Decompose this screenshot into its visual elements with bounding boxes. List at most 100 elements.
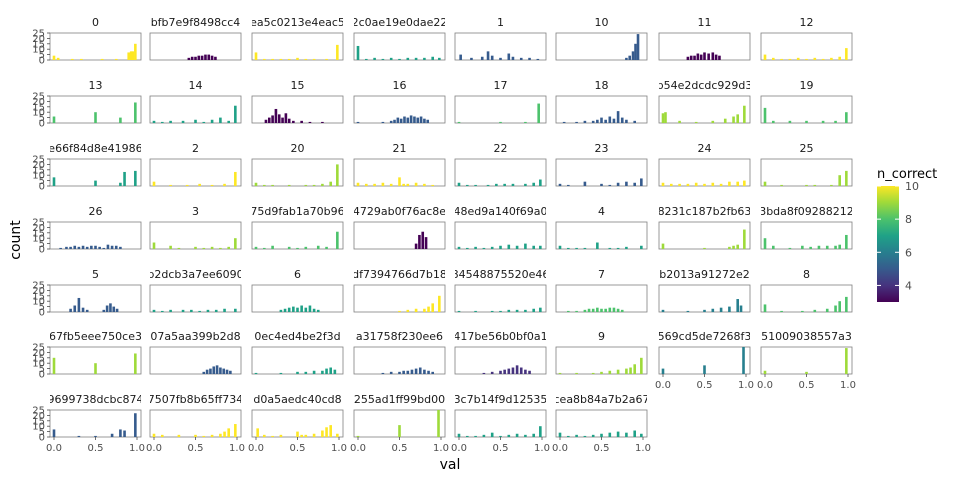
y-tick-label: 10 — [32, 422, 45, 433]
y-tick-label: 5 — [39, 113, 45, 124]
histogram-bar — [532, 308, 535, 312]
x-tick-label: 0.5 — [799, 380, 815, 391]
facet-panel: 3bda8f09288212 — [760, 205, 853, 250]
histogram-bar — [119, 429, 122, 437]
histogram-bar — [805, 371, 808, 374]
facet-strip-label: d0a5aedc40cd8 — [253, 393, 341, 406]
histogram-bar — [423, 183, 426, 186]
y-tick-label: 0 — [39, 308, 45, 319]
histogram-bar — [515, 433, 519, 437]
histogram-bar — [718, 55, 721, 60]
histogram-bar — [696, 53, 700, 60]
histogram-bar — [703, 309, 706, 312]
panel-background — [251, 158, 344, 187]
histogram-bar — [482, 434, 486, 437]
histogram-bar — [424, 237, 428, 249]
facet-strip-label: 6 — [294, 268, 301, 281]
histogram-bar — [466, 247, 469, 249]
histogram-bar — [490, 371, 494, 374]
histogram-bar — [210, 55, 214, 60]
histogram-bar — [329, 425, 332, 437]
histogram-bar — [583, 181, 587, 186]
histogram-bar — [356, 435, 360, 437]
histogram-bar — [474, 184, 477, 186]
histogram-bar — [780, 310, 783, 312]
histogram-bar — [600, 371, 603, 374]
histogram-bar — [406, 183, 410, 186]
histogram-bar — [625, 119, 628, 123]
histogram-bar — [558, 432, 562, 437]
x-tick-label: 1.0 — [129, 443, 145, 454]
histogram-bar — [608, 370, 612, 374]
facet-strip-label: 0ec4ed4be2f3d — [254, 330, 340, 343]
histogram-bar — [707, 53, 710, 60]
histogram-bar — [743, 105, 746, 123]
panel-background — [760, 221, 853, 250]
histogram-bar — [616, 431, 620, 437]
facet-strip-label: 16 — [393, 79, 407, 92]
facet-panel: 417be56b0bf0a1 — [454, 330, 547, 375]
histogram-bar — [474, 246, 477, 249]
histogram-bar — [398, 371, 401, 374]
facet-strip-label: 3c7b14f9d12535 — [454, 393, 548, 406]
histogram-bar — [279, 58, 283, 60]
facet-panel: 14 — [149, 79, 242, 124]
histogram-bar — [736, 299, 739, 312]
histogram-bar — [263, 184, 266, 186]
histogram-bar — [308, 121, 312, 123]
histogram-bar — [805, 58, 808, 60]
histogram-bar — [591, 120, 595, 123]
y-tick-label: 5 — [39, 302, 45, 313]
histogram-bar — [431, 56, 434, 60]
facet-strip-label: 0 — [92, 16, 99, 29]
facet-panel: a31758f230ee6 — [353, 330, 446, 375]
y-tick-label: 20 — [32, 223, 45, 234]
facet-panel: 255ad1ff99bd00 0.0 0.5 1.0 — [350, 393, 449, 454]
histogram-bar — [587, 308, 591, 312]
panel-background — [555, 221, 648, 250]
histogram-bar — [356, 45, 360, 60]
histogram-bar — [830, 184, 833, 186]
facet-panel: cea8b84a7b2a67 0.0 0.5 1.0 — [552, 393, 651, 454]
histogram-bar — [210, 119, 214, 123]
facet-strip-label: 21 — [393, 142, 407, 155]
facet-panel: 7507fb8b65ff734 0.0 0.5 1.0 — [146, 393, 245, 454]
histogram-bar — [763, 304, 767, 312]
histogram-bar — [640, 245, 643, 249]
histogram-bar — [94, 245, 97, 249]
histogram-bar — [423, 118, 426, 123]
facet-panel: 48ed9a140f69a0 — [454, 205, 547, 250]
histogram-bar — [52, 429, 56, 437]
histogram-bar — [608, 116, 612, 123]
panel-background — [454, 221, 547, 250]
histogram-bar — [438, 57, 441, 60]
histogram-bar — [625, 368, 628, 374]
histogram-bar — [608, 432, 612, 437]
panel-background — [454, 158, 547, 187]
histogram-bar — [427, 370, 430, 374]
histogram-bar — [558, 183, 562, 186]
x-tick-label: 0.0 — [655, 380, 671, 391]
histogram-bar — [838, 175, 841, 186]
histogram-bar — [264, 119, 268, 123]
facet-panel: 16 — [353, 79, 446, 124]
facet-strip-label: 24 — [698, 142, 712, 155]
histogram-bar — [414, 57, 418, 60]
histogram-bar — [670, 183, 673, 186]
histogram-bar — [287, 246, 291, 249]
histogram-bar — [418, 234, 421, 249]
histogram-bar — [292, 306, 295, 312]
panel-background — [658, 158, 751, 187]
histogram-bar — [169, 309, 172, 312]
histogram-bar — [212, 366, 216, 374]
histogram-bar — [202, 121, 206, 123]
histogram-bar — [600, 308, 603, 312]
histogram-bar — [499, 245, 502, 249]
histogram-bar — [219, 247, 222, 249]
histogram-bar — [596, 242, 599, 249]
y-tick-label: 20 — [32, 286, 45, 297]
histogram-bar — [398, 310, 401, 312]
histogram-bar — [608, 247, 612, 249]
